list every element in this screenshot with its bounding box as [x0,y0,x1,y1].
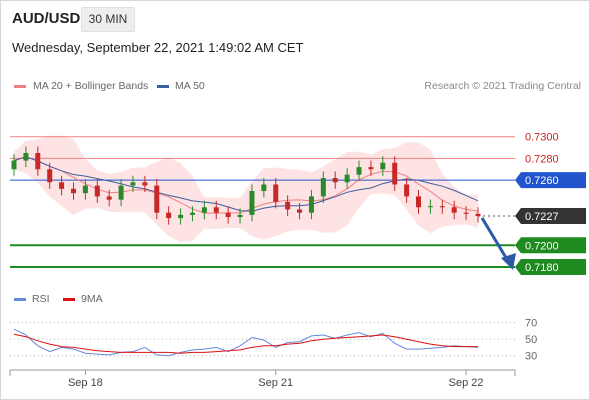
candle-body [344,174,350,183]
rsi-line [13,328,479,357]
chart-datetime: Wednesday, September 22, 2021 1:49:02 AM… [12,40,304,55]
candle-body [130,182,136,186]
level-label-0.7200: 0.7200 [525,240,559,252]
ma20-swatch [14,85,26,88]
candle-body [392,162,398,185]
rsi-ma-swatch [63,298,75,301]
level-tag-0.7260 [515,172,586,189]
candle-body [404,184,410,197]
candle-body [70,188,76,194]
candle-body [213,207,219,213]
candle-body [416,196,422,208]
candle-body [94,185,100,197]
candle-body [427,206,433,208]
candle-body [380,162,386,170]
rsi-label: RSI [32,293,50,305]
candle-body [249,190,255,215]
candle-body [237,214,243,218]
ma50-label: MA 50 [175,80,205,92]
candle-body [178,214,184,219]
bollinger-band [14,135,478,243]
candle-body [59,182,65,189]
ma50-swatch [157,85,169,88]
ma50-line [13,156,479,212]
level-label-0.7300: 0.7300 [525,132,559,144]
interval-badge[interactable]: 30 MIN [81,7,135,32]
symbol-title: AUD/USD [12,10,81,27]
candle-body [118,185,124,200]
candle-body [285,201,291,210]
candle-body [439,206,445,208]
candle-body [35,152,41,170]
level-tag-0.7200 [515,237,586,254]
level-label-0.7227: 0.7227 [525,211,559,223]
level-label-0.7180: 0.7180 [525,262,559,274]
candle-body [142,182,148,186]
rsi-swatch [14,298,26,301]
candle-body [297,209,303,213]
candle-body [189,212,195,215]
candle-body [82,185,88,194]
ma20-label: MA 20 + Bollinger Bands [33,80,149,92]
level-label-0.7280: 0.7280 [525,153,559,165]
rsi-tick-label: 30 [525,351,537,363]
rsi-ma-label: 9MA [81,293,103,305]
candle-body [225,212,231,218]
x-tick-label: Sep 22 [449,377,484,389]
level-tag-0.7227 [515,207,586,224]
candle-body [261,184,267,191]
candle-body [154,185,160,213]
candle-body [47,169,53,183]
candle-body [166,212,172,219]
candle-body [368,167,374,170]
candle-body [201,207,207,213]
candle-body [475,213,481,216]
credit-text: Research © 2021 Trading Central [424,80,581,92]
candle-body [308,196,314,213]
candle-body [11,160,17,170]
candle-body [463,212,469,214]
candle-body [23,152,29,161]
level-tag-0.7180 [515,258,586,275]
candle-body [332,177,338,183]
level-label-0.7260: 0.7260 [525,175,559,187]
forecast-arrowhead [501,252,516,270]
candle-body [106,196,112,200]
forecast-arrow [480,217,510,262]
rsi-tick-label: 50 [525,334,537,346]
rsi-tick-label: 70 [525,318,537,330]
candle-body [320,177,326,197]
candle-body [451,207,457,213]
candle-body [273,184,279,202]
rsi-ma-line [13,333,478,354]
candle-body [356,167,362,175]
x-tick-label: Sep 18 [68,377,103,389]
x-tick-label: Sep 21 [258,377,293,389]
